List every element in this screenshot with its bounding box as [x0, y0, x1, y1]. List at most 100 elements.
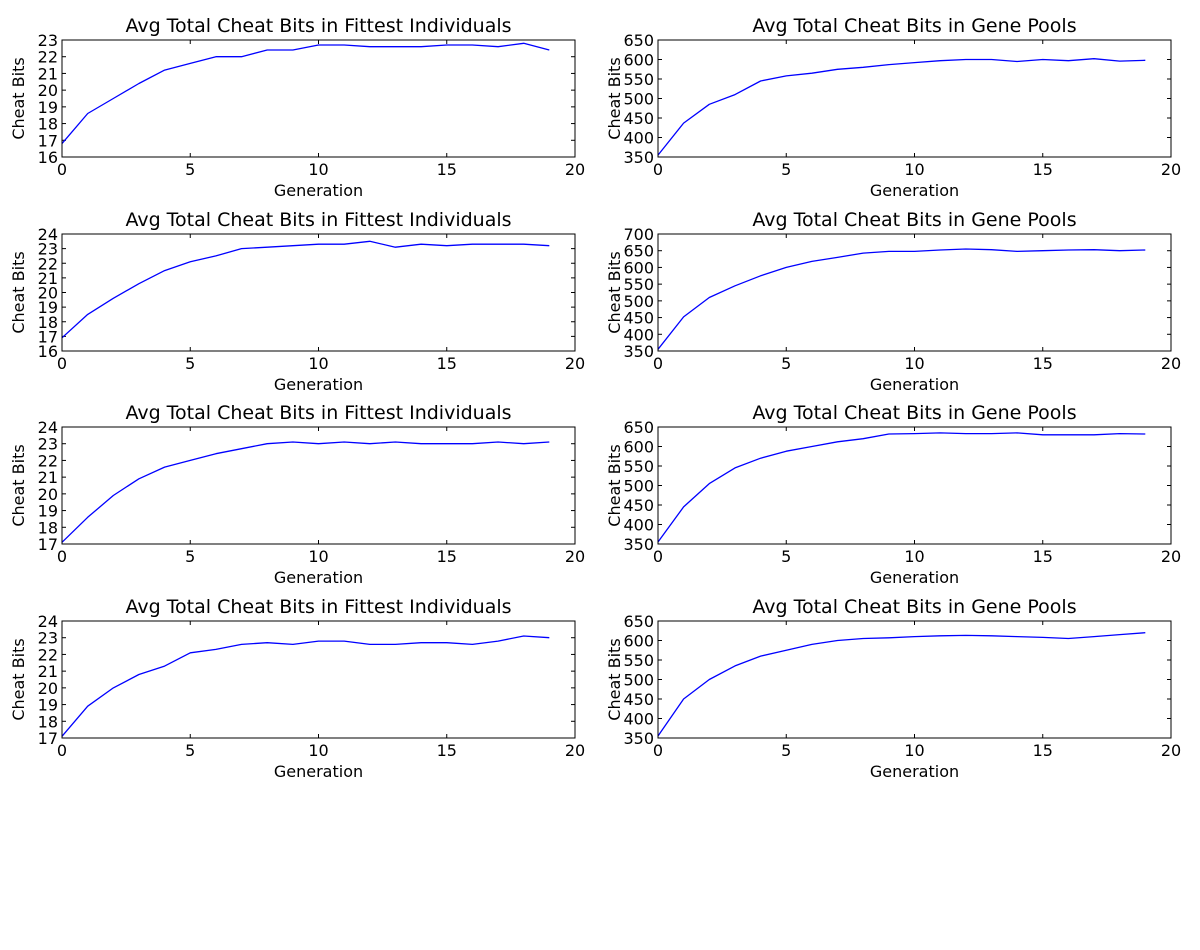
y-tick-label: 450 — [623, 109, 654, 128]
x-tick-label: 10 — [308, 354, 328, 373]
x-tick-label: 10 — [308, 160, 328, 179]
y-tick-label: 20 — [38, 284, 58, 303]
y-tick-label: 650 — [623, 242, 654, 261]
subplot-6: Avg Total Cheat Bits in Gene Pools Genera… — [605, 402, 1181, 587]
y-tick-label: 22 — [38, 645, 58, 664]
y-axis-label: Cheat Bits — [9, 444, 28, 526]
subplot-1: Avg Total Cheat Bits in Fittest Individu… — [9, 15, 585, 200]
x-tick-label: 10 — [904, 160, 924, 179]
y-tick-label: 600 — [623, 258, 654, 277]
x-tick-label: 5 — [781, 547, 791, 566]
y-tick-label: 400 — [623, 710, 654, 729]
y-tick-label: 350 — [623, 535, 654, 554]
y-tick-label: 650 — [623, 612, 654, 631]
plot-frame — [61, 620, 576, 739]
y-tick-label: 23 — [38, 435, 58, 454]
y-tick-label: 19 — [38, 98, 58, 117]
x-tick-label: 5 — [185, 547, 195, 566]
x-tick-label: 0 — [653, 741, 663, 760]
y-tick-label: 20 — [38, 81, 58, 100]
y-tick-label: 500 — [623, 90, 654, 109]
x-tick-label: 15 — [1033, 354, 1053, 373]
x-tick-label: 0 — [653, 160, 663, 179]
x-tick-label: 0 — [653, 354, 663, 373]
y-tick-label: 20 — [38, 679, 58, 698]
y-tick-label: 500 — [623, 477, 654, 496]
x-tick-label: 5 — [781, 741, 791, 760]
series-line — [657, 632, 1146, 737]
y-tick-label: 21 — [38, 64, 58, 83]
x-tick-label: 20 — [565, 354, 585, 373]
x-tick-label: 5 — [185, 741, 195, 760]
x-tick-label: 15 — [1033, 741, 1053, 760]
y-tick-label: 18 — [38, 712, 58, 731]
series-line — [61, 240, 550, 339]
x-tick-label: 15 — [437, 741, 457, 760]
x-tick-label: 0 — [653, 547, 663, 566]
plot-frame — [61, 426, 576, 545]
plot-frame — [657, 620, 1172, 739]
y-tick-label: 400 — [623, 516, 654, 535]
subplot-title: Avg Total Cheat Bits in Gene Pools — [752, 596, 1076, 618]
y-tick-label: 20 — [38, 485, 58, 504]
subplot-title: Avg Total Cheat Bits in Gene Pools — [752, 15, 1076, 37]
subplot-2: Avg Total Cheat Bits in Gene Pools Genera… — [605, 15, 1181, 200]
subplot-3: Avg Total Cheat Bits in Fittest Individu… — [9, 209, 585, 394]
x-tick-label: 20 — [565, 547, 585, 566]
x-tick-label: 15 — [437, 354, 457, 373]
y-tick-label: 18 — [38, 115, 58, 134]
y-tick-label: 550 — [623, 651, 654, 670]
y-tick-label: 23 — [38, 240, 58, 259]
y-tick-label: 22 — [38, 451, 58, 470]
y-tick-label: 600 — [623, 438, 654, 457]
y-axis-label: Cheat Bits — [9, 57, 28, 139]
y-tick-label: 350 — [623, 148, 654, 167]
x-tick-label: 20 — [565, 160, 585, 179]
y-tick-label: 350 — [623, 729, 654, 748]
subplot-5: Avg Total Cheat Bits in Fittest Individu… — [9, 402, 585, 587]
x-axis-label: Generation — [274, 762, 363, 781]
y-tick-label: 19 — [38, 502, 58, 521]
y-tick-label: 23 — [38, 31, 58, 50]
y-tick-label: 23 — [38, 629, 58, 648]
x-axis-label: Generation — [870, 375, 959, 394]
y-tick-label: 17 — [38, 131, 58, 150]
y-tick-label: 650 — [623, 418, 654, 437]
y-tick-label: 19 — [38, 298, 58, 317]
x-axis-label: Generation — [870, 762, 959, 781]
subplot-title: Avg Total Cheat Bits in Gene Pools — [752, 402, 1076, 424]
y-tick-label: 18 — [38, 518, 58, 537]
y-axis-label: Cheat Bits — [9, 638, 28, 720]
y-tick-label: 450 — [623, 309, 654, 328]
x-tick-label: 15 — [1033, 160, 1053, 179]
y-tick-label: 21 — [38, 269, 58, 288]
y-tick-label: 450 — [623, 690, 654, 709]
y-tick-label: 450 — [623, 496, 654, 515]
y-axis-label: Cheat Bits — [605, 638, 624, 720]
x-tick-label: 10 — [308, 741, 328, 760]
x-tick-label: 20 — [565, 741, 585, 760]
y-tick-label: 24 — [38, 612, 58, 631]
y-tick-label: 650 — [623, 31, 654, 50]
y-tick-label: 17 — [38, 729, 58, 748]
series-line — [61, 42, 550, 145]
series-line — [61, 441, 550, 543]
x-tick-label: 10 — [904, 354, 924, 373]
x-tick-label: 0 — [57, 160, 67, 179]
y-tick-label: 17 — [38, 327, 58, 346]
plot-frame — [657, 39, 1172, 158]
y-tick-label: 22 — [38, 254, 58, 273]
x-tick-label: 5 — [185, 160, 195, 179]
x-tick-label: 15 — [1033, 547, 1053, 566]
x-tick-label: 0 — [57, 547, 67, 566]
x-tick-label: 15 — [437, 160, 457, 179]
y-tick-label: 16 — [38, 148, 58, 167]
y-tick-label: 21 — [38, 662, 58, 681]
y-tick-label: 700 — [623, 225, 654, 244]
x-tick-label: 15 — [437, 547, 457, 566]
y-tick-label: 350 — [623, 342, 654, 361]
subplot-title: Avg Total Cheat Bits in Fittest Individu… — [125, 402, 511, 424]
y-axis-label: Cheat Bits — [605, 444, 624, 526]
subplot-7: Avg Total Cheat Bits in Fittest Individu… — [9, 596, 585, 781]
